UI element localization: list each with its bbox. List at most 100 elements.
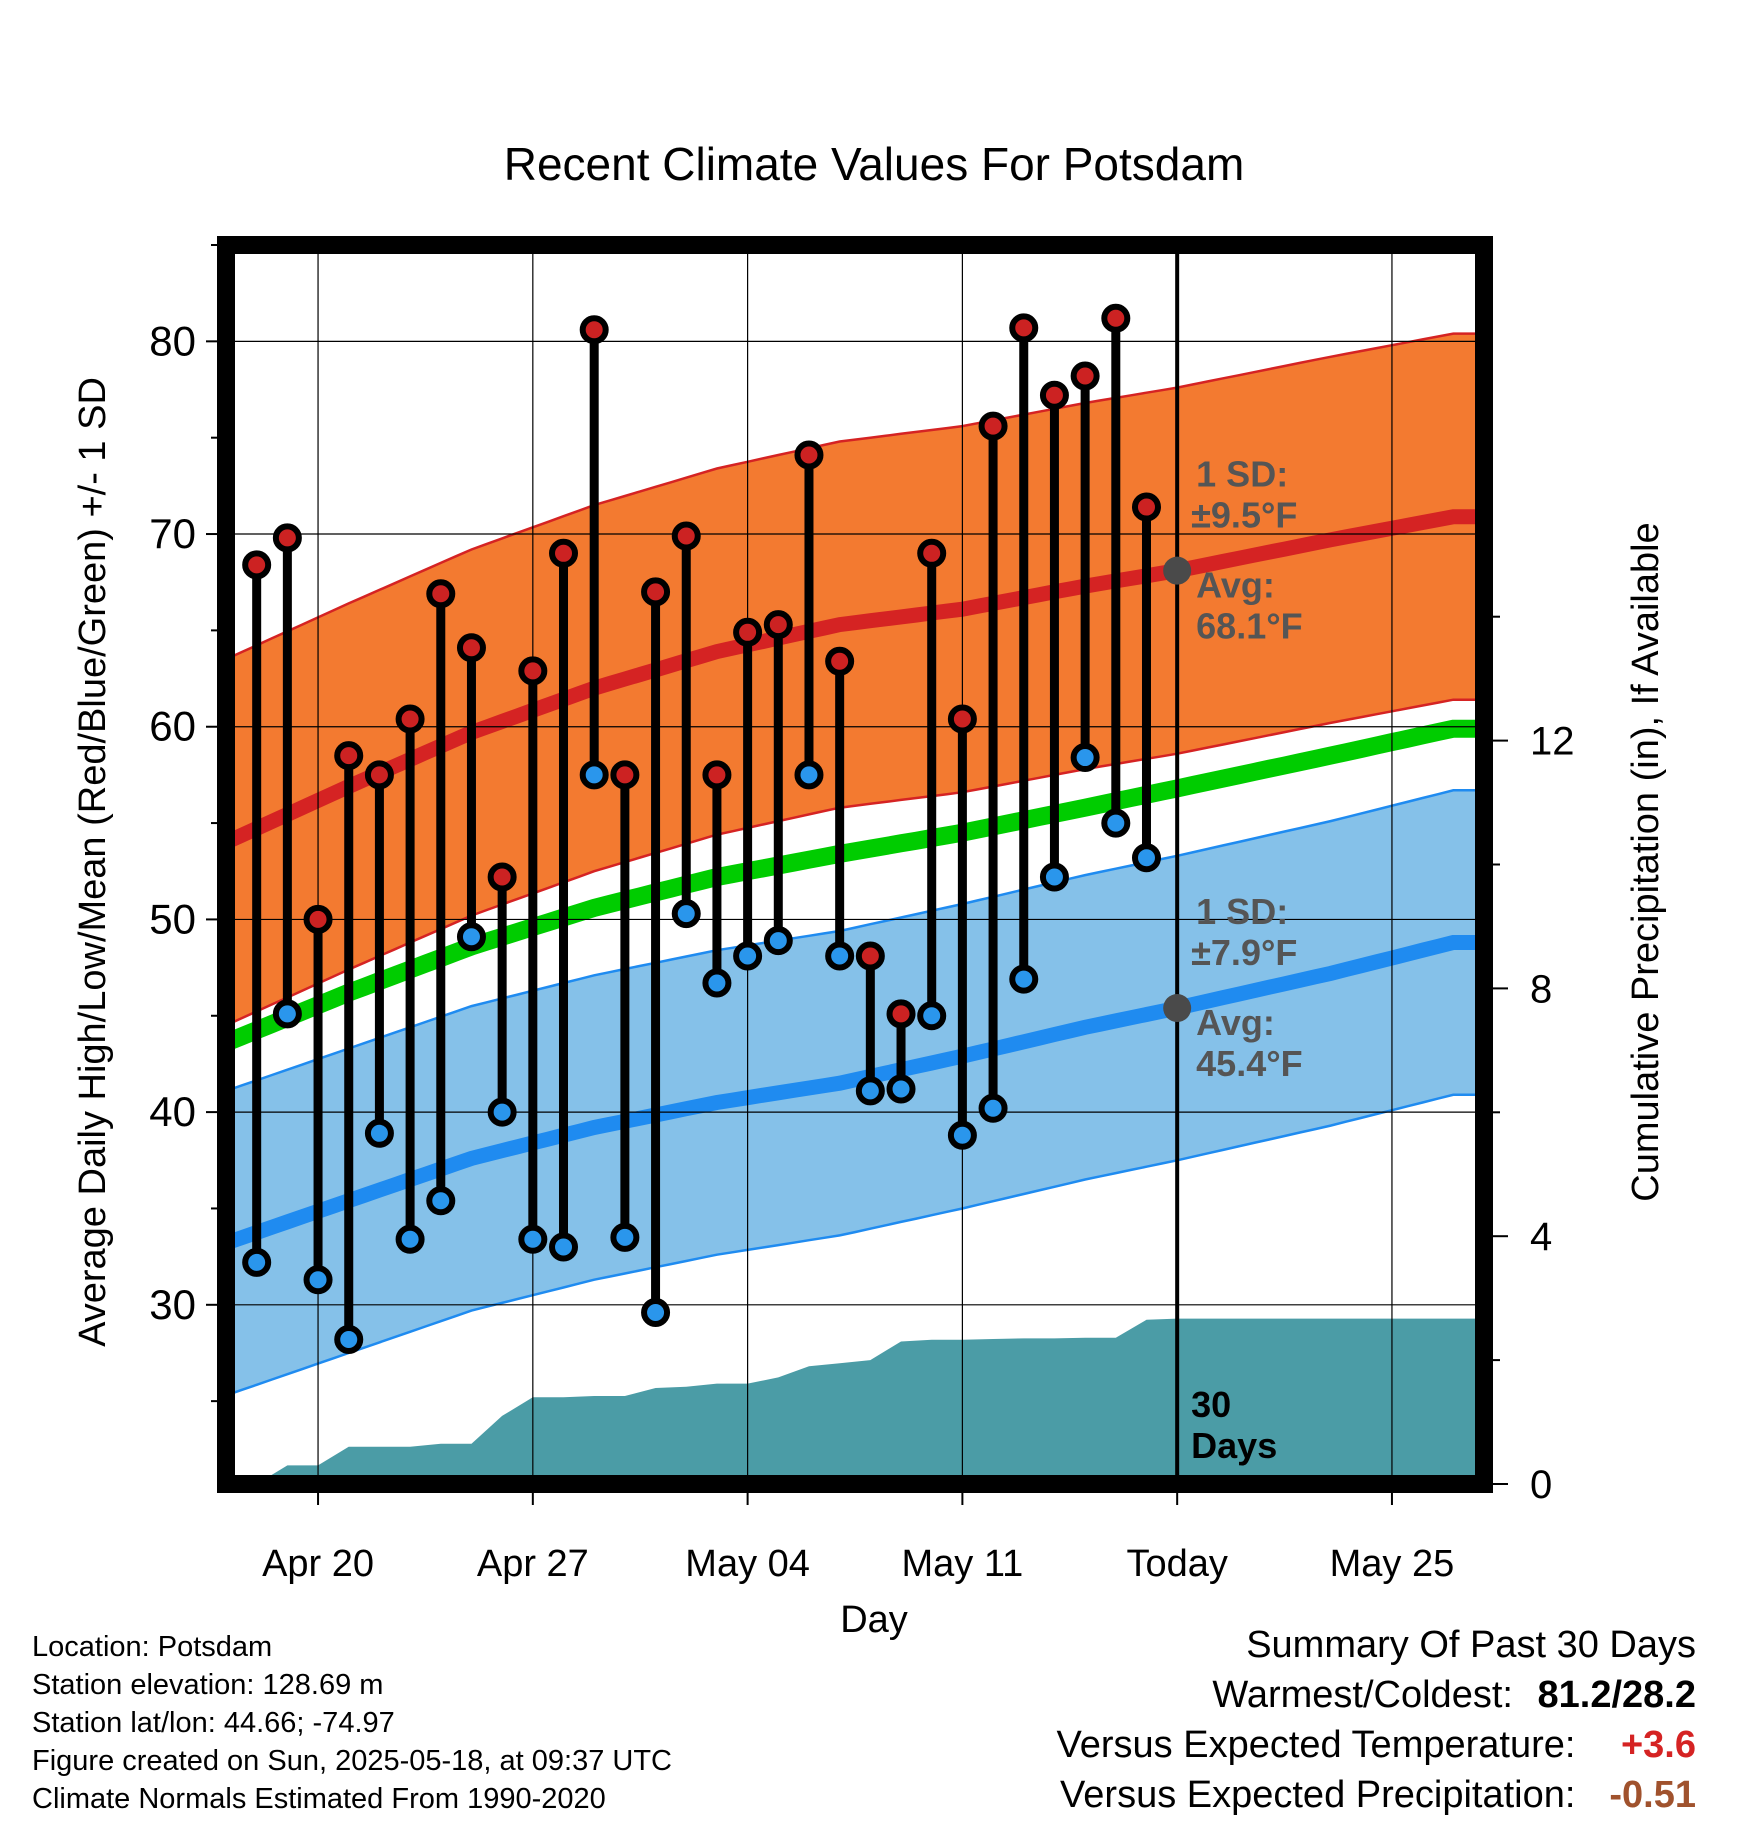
- low-temp-point: [917, 1001, 947, 1031]
- high-temp-point: [579, 315, 609, 345]
- low-temp-point: [763, 926, 793, 956]
- temp-row: Versus Expected Temperature: +3.6: [1057, 1720, 1696, 1770]
- x-tick-label: May 11: [901, 1543, 1023, 1585]
- x-tick-label: Apr 20: [262, 1543, 374, 1585]
- low-temp-point: [794, 760, 824, 790]
- high-temp-point: [671, 521, 701, 551]
- high-sd-lower-edge: [226, 698, 1484, 1027]
- high-temp-point: [702, 760, 732, 790]
- high-avg-value: 68.1°F: [1196, 606, 1302, 647]
- x-tick-label: Today: [1126, 1543, 1227, 1585]
- station-info: Location: Potsdam Station elevation: 128…: [32, 1628, 672, 1818]
- high-normal-line: [226, 509, 1484, 850]
- x-axis-label: Day: [840, 1599, 908, 1641]
- high-temp-point: [395, 704, 425, 734]
- high-temp-point: [794, 440, 824, 470]
- high-temp-point: [364, 760, 394, 790]
- low-sd-label: 1 SD:: [1196, 891, 1288, 932]
- y2-tick-label: 4: [1530, 1215, 1552, 1259]
- high-temp-point: [303, 904, 333, 934]
- high-temp-point: [1070, 361, 1100, 391]
- high-avg-label: Avg:: [1196, 565, 1275, 606]
- summary-panel: Summary Of Past 30 Days Warmest/Coldest:…: [1057, 1620, 1696, 1820]
- low-temp-point: [487, 1097, 517, 1127]
- y-tick-label: 50: [149, 895, 196, 942]
- low-sd-value: ±7.9°F: [1191, 932, 1297, 973]
- y-tick-label: 80: [149, 317, 196, 364]
- high-sd-label: 1 SD:: [1196, 454, 1288, 495]
- precip-row: Versus Expected Precipitation: -0.51: [1057, 1770, 1696, 1820]
- high-temp-point: [610, 760, 640, 790]
- low-temp-point: [671, 899, 701, 929]
- y-tick-label: 60: [149, 703, 196, 750]
- info-elevation: Station elevation: 128.69 m: [32, 1669, 384, 1701]
- high-temp-point: [426, 579, 456, 609]
- high-temp-point: [456, 633, 486, 663]
- low-temp-point: [641, 1298, 671, 1328]
- low-temp-point: [978, 1093, 1008, 1123]
- chart-title: Recent Climate Values For Potsdam: [504, 138, 1245, 190]
- high-temp-point: [487, 862, 517, 892]
- info-latlon: Station lat/lon: 44.66; -74.97: [32, 1707, 395, 1739]
- warm-cold-value: 81.2/28.2: [1537, 1674, 1696, 1716]
- high-sd-band: [226, 333, 1484, 1026]
- low-sd-lower-edge: [226, 1093, 1484, 1397]
- temp-value: +3.6: [1620, 1724, 1696, 1766]
- low-temp-point: [733, 941, 763, 971]
- low-temp-point: [272, 999, 302, 1029]
- high-temp-point: [886, 999, 916, 1029]
- high-temp-point: [1101, 303, 1131, 333]
- precip-label: Versus Expected Precipitation:: [1060, 1774, 1576, 1816]
- low-temp-point: [518, 1224, 548, 1254]
- precip-value: -0.51: [1609, 1774, 1696, 1816]
- y-axis-label: Average Daily High/Low/Mean (Red/Blue/Gr…: [72, 377, 114, 1347]
- low-temp-point: [395, 1224, 425, 1254]
- low-temp-point: [610, 1222, 640, 1252]
- low-temp-point: [1131, 843, 1161, 873]
- high-temp-point: [978, 411, 1008, 441]
- days-count-label: 30: [1191, 1384, 1231, 1425]
- high-temp-point: [1039, 380, 1069, 410]
- high-temp-point: [763, 610, 793, 640]
- low-temp-point: [1101, 808, 1131, 838]
- low-avg-marker: [1163, 994, 1192, 1023]
- low-temp-point: [1070, 743, 1100, 773]
- low-sd-upper-edge: [226, 789, 1484, 1093]
- low-temp-point: [947, 1120, 977, 1150]
- low-temp-point: [1009, 964, 1039, 994]
- high-temp-point: [334, 741, 364, 771]
- warm-cold-label: Warmest/Coldest:: [1212, 1674, 1513, 1716]
- low-temp-point: [303, 1265, 333, 1295]
- y2-tick-label: 12: [1530, 720, 1575, 764]
- low-temp-point: [1039, 862, 1069, 892]
- mean-normal-line: [226, 719, 1484, 1052]
- low-temp-point: [334, 1324, 364, 1354]
- plot-frame: [217, 236, 1493, 1493]
- precip-area: [226, 1318, 1484, 1484]
- y2-axis-label: Cumulative Precipitation (in), If Availa…: [1625, 522, 1667, 1201]
- high-temp-point: [947, 704, 977, 734]
- high-sd-value: ±9.5°F: [1191, 495, 1297, 536]
- low-temp-point: [242, 1247, 272, 1277]
- low-temp-point: [825, 941, 855, 971]
- high-temp-point: [825, 646, 855, 676]
- high-temp-point: [518, 656, 548, 686]
- high-temp-point: [855, 941, 885, 971]
- high-temp-point: [1009, 313, 1039, 343]
- temp-label: Versus Expected Temperature:: [1056, 1724, 1576, 1766]
- warm-cold-row: Warmest/Coldest: 81.2/28.2: [1057, 1670, 1696, 1720]
- low-temp-point: [886, 1074, 916, 1104]
- x-tick-label: May 04: [685, 1543, 810, 1585]
- low-avg-label: Avg:: [1196, 1002, 1275, 1043]
- summary-title: Summary Of Past 30 Days: [1246, 1624, 1696, 1666]
- y2-tick-label: 8: [1530, 967, 1552, 1011]
- low-temp-point: [855, 1076, 885, 1106]
- info-location: Location: Potsdam: [32, 1631, 273, 1663]
- y-tick-label: 30: [149, 1281, 196, 1328]
- days-word-label: Days: [1191, 1425, 1277, 1466]
- y-tick-label: 40: [149, 1088, 196, 1135]
- high-temp-point: [242, 550, 272, 580]
- low-temp-point: [456, 922, 486, 952]
